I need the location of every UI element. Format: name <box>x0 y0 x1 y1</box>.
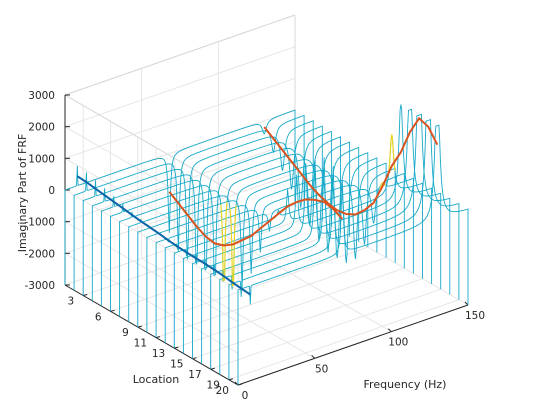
z-tick-label: -1000 <box>24 217 55 229</box>
y-tick-mark <box>237 383 243 386</box>
frf-trace-location-16 <box>201 104 433 364</box>
grid-line-y-floor <box>83 215 314 296</box>
y-tick-mark <box>137 325 142 328</box>
grid-line-y-floor <box>210 288 441 370</box>
frf-trace-location-15 <box>192 134 423 359</box>
frf-trace-location-20 <box>237 124 469 385</box>
x-tick-mark <box>234 381 239 386</box>
grid-line-y-floor <box>228 299 460 381</box>
y-tick-label: 3 <box>68 296 75 308</box>
x-tick-label: 0 <box>242 390 249 402</box>
z-tick-label: -3000 <box>24 280 55 292</box>
x-tick-label: 150 <box>465 310 485 322</box>
grid-line-z-left <box>64 189 239 291</box>
peak-highlight <box>379 181 387 189</box>
frf-trace-location-4 <box>91 125 323 301</box>
frf-trace-location-17 <box>210 108 442 370</box>
grid-line-z-back <box>64 172 296 254</box>
axis-titles: Imaginary Part of FRF Frequency (Hz) Loc… <box>16 134 446 391</box>
x-tick-mark <box>387 328 392 333</box>
y-tick-label: 13 <box>152 348 165 360</box>
x-tick-mark <box>311 354 316 359</box>
tick-labels: -3000 -2000 -1000 0 1000 2000 3000 0 50 100 150 3 6 9… <box>24 90 485 402</box>
frf-trace-location-2 <box>73 114 305 291</box>
peak-highlight <box>220 202 228 282</box>
y-axis-line <box>64 284 239 386</box>
frf-trace-location-8 <box>128 146 360 322</box>
grid-line-y-floor <box>155 257 387 339</box>
frf-trace-location-11 <box>155 162 387 338</box>
grid-line-x-floor <box>141 257 315 359</box>
grid-line-z-left <box>64 252 239 354</box>
grid-line-z-left <box>64 157 239 259</box>
mode-shape-path-3 <box>263 116 439 216</box>
x-axis-title: Frequency (Hz) <box>364 378 447 391</box>
grid-line-x-floor <box>218 231 392 333</box>
grid-line-y-floor <box>174 267 405 349</box>
grid-line-y-floor <box>192 278 423 360</box>
y-tick-mark <box>174 346 179 349</box>
y-tick-label: 11 <box>134 338 147 350</box>
y-tick-label: 15 <box>170 359 183 371</box>
peak-highlight <box>388 133 396 173</box>
y-tick-mark <box>192 357 197 360</box>
y-tick-mark <box>155 336 161 339</box>
frf-trace-location-19 <box>228 118 460 380</box>
frf-trace-location-5 <box>100 130 332 307</box>
grid <box>64 14 469 386</box>
mode-shape-path-1 <box>76 175 251 296</box>
x-tick-label: 100 <box>388 337 408 349</box>
y-tick-mark <box>228 378 234 381</box>
frf-trace-location-6 <box>110 136 341 312</box>
x-axis-line <box>237 304 469 386</box>
y-axis-title: Location <box>133 373 180 386</box>
y-tick-label: 9 <box>122 327 129 339</box>
frf-trace-location-1 <box>64 109 296 285</box>
grid-line-x-floor <box>294 204 469 306</box>
z-tick-label: 2000 <box>28 122 55 134</box>
z-tick-label: 3000 <box>28 90 55 102</box>
mode-shape-path-2 <box>168 191 344 247</box>
frf-traces <box>64 104 469 385</box>
x-tick-mark <box>464 301 469 306</box>
z-tick-label: 0 <box>48 185 55 197</box>
frf-trace-location-13 <box>173 172 405 349</box>
box-edge-top-back <box>64 14 296 96</box>
frf-trace-location-9 <box>137 152 369 328</box>
frf-trace-location-10 <box>146 157 378 333</box>
y-tick-label: 20 <box>216 385 229 397</box>
z-axis-title: Imaginary Part of FRF <box>16 134 29 253</box>
x-tick-label: 50 <box>315 363 328 375</box>
frf-trace-location-7 <box>119 141 351 317</box>
frf-trace-location-3 <box>82 120 314 296</box>
grid-line-z-back <box>64 77 296 159</box>
y-tick-mark <box>83 294 88 297</box>
y-tick-label: 19 <box>207 380 220 392</box>
y-tick-label: 17 <box>188 369 201 381</box>
grid-line-y-floor <box>137 246 369 328</box>
grid-line-z-back <box>64 204 296 286</box>
grid-line-y-floor <box>110 230 341 312</box>
grid-line-z-back <box>64 141 296 223</box>
peak-highlight <box>229 205 237 287</box>
z-tick-label: 1000 <box>28 153 55 165</box>
y-tick-mark <box>210 367 215 370</box>
grid-line-z-back <box>64 46 296 128</box>
mode-shape-paths <box>76 116 439 296</box>
box-edge-top-left <box>64 94 239 196</box>
y-tick-label: 6 <box>95 311 102 323</box>
y-tick-mark <box>110 309 115 312</box>
frf-trace-location-18 <box>219 113 451 375</box>
z-tick-label: -2000 <box>24 248 55 260</box>
